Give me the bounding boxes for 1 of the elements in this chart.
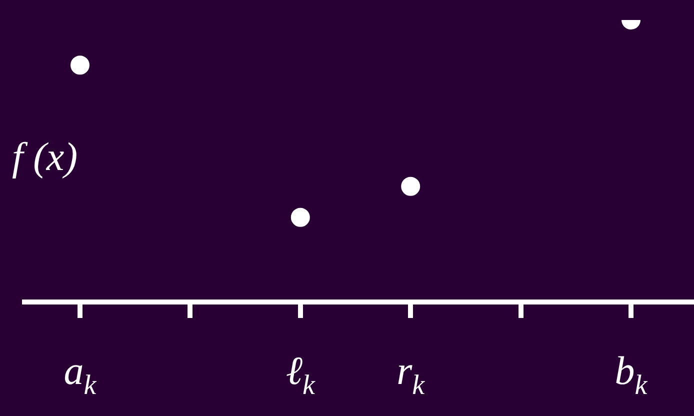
y-axis-title: f (x) (12, 134, 78, 179)
